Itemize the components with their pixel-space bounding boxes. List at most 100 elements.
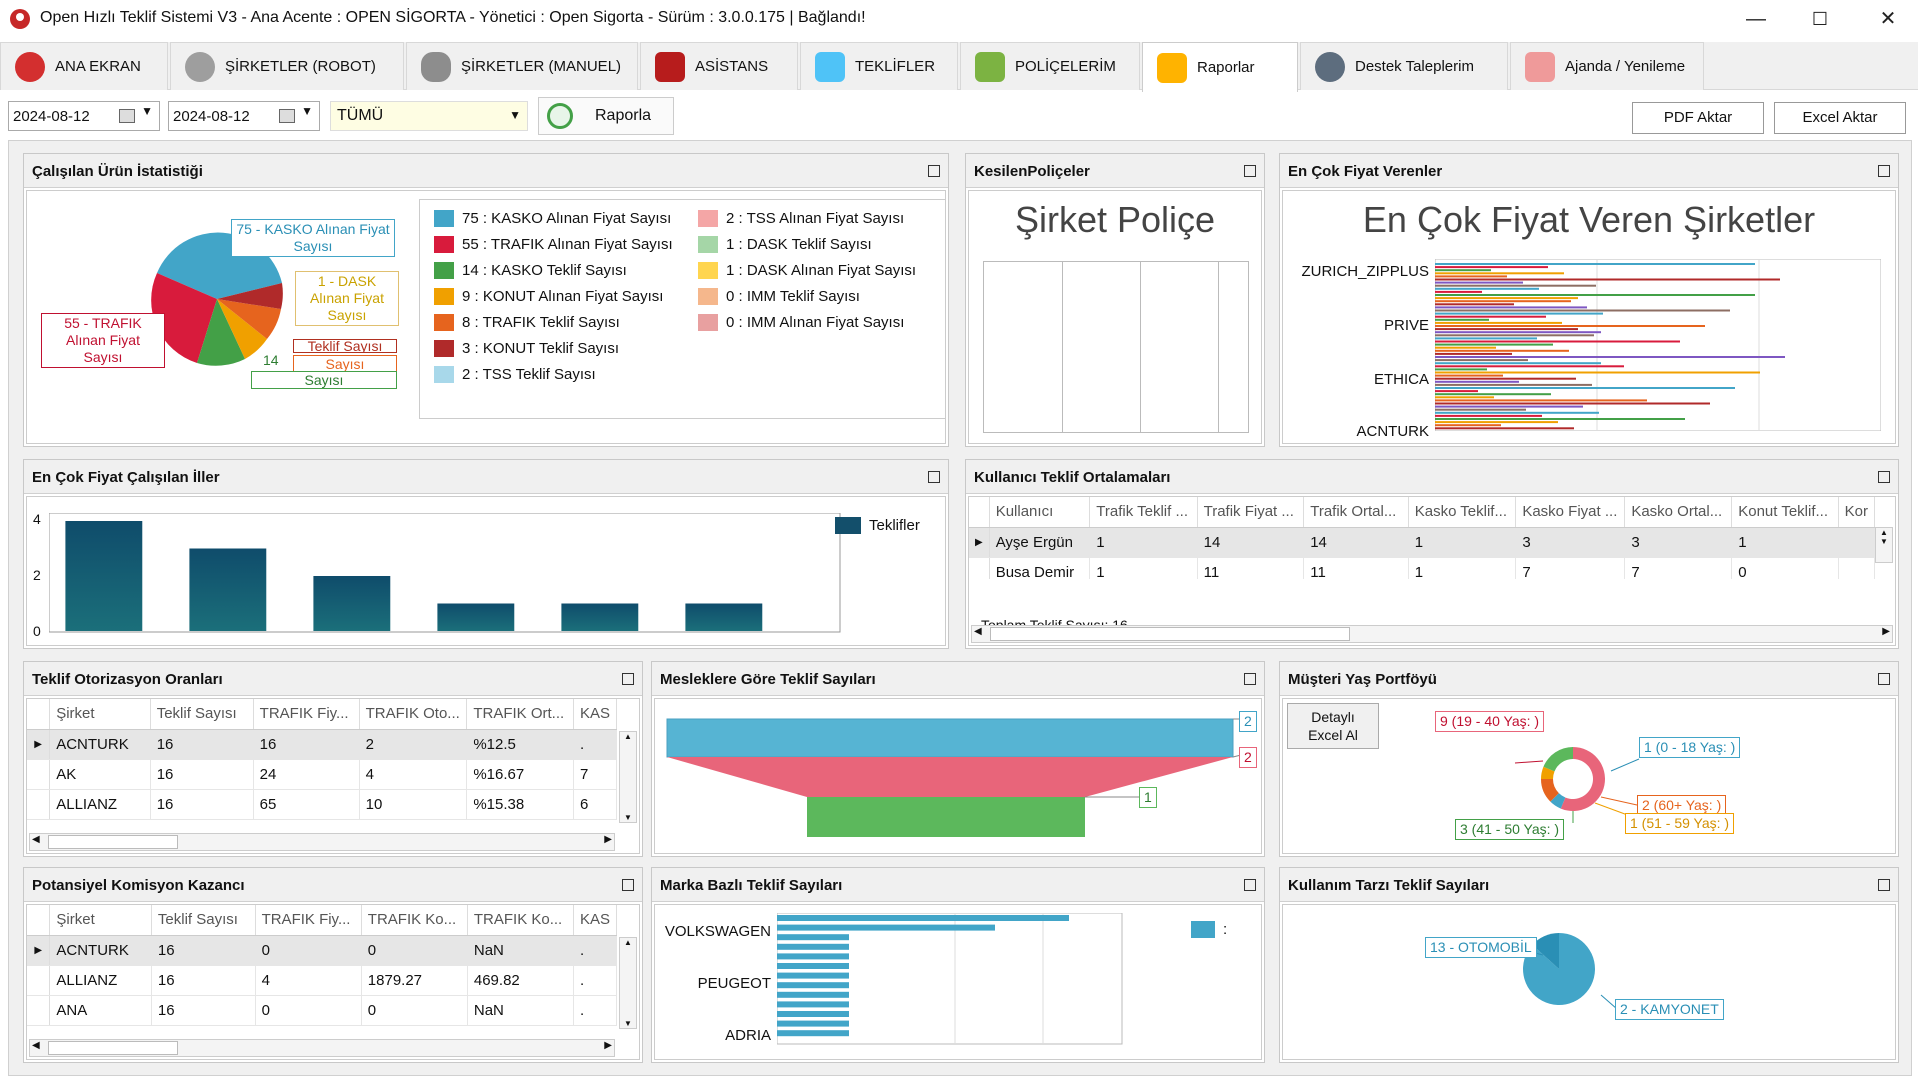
chevron-down-icon[interactable]: ▼ xyxy=(509,108,521,122)
column-header[interactable]: Şirket xyxy=(49,699,151,730)
scroll-right-icon[interactable]: ▶ xyxy=(604,1040,612,1051)
cell[interactable]: 3 xyxy=(1624,527,1733,558)
cell[interactable]: Busa Demir xyxy=(989,557,1091,579)
table-row[interactable]: ANA 16 0 0 NaN . xyxy=(27,995,617,1026)
scroll-thumb[interactable] xyxy=(48,835,178,849)
column-header[interactable]: Trafik Teklif ... xyxy=(1089,497,1198,528)
vertical-scrollbar[interactable]: ▲ ▼ xyxy=(619,937,637,1029)
cell[interactable]: ALLIANZ xyxy=(49,965,152,996)
maximize-icon[interactable] xyxy=(1878,673,1890,685)
chevron-down-icon[interactable]: ▼ xyxy=(301,104,313,118)
scroll-left-icon[interactable]: ◀ xyxy=(974,626,982,637)
maximize-button[interactable]: ☐ xyxy=(1811,9,1829,29)
tab-sirketler-manuel[interactable]: ŞİRKETLER (MANUEL) xyxy=(406,42,638,90)
cell[interactable]: 11 xyxy=(1197,557,1305,579)
column-header[interactable]: Teklif Sayısı xyxy=(151,905,256,936)
vertical-scrollbar[interactable]: ▲ ▼ xyxy=(619,731,637,823)
horizontal-scrollbar[interactable]: ◀ ▶ xyxy=(29,1039,615,1057)
maximize-icon[interactable] xyxy=(928,471,940,483)
cell[interactable]: 1 xyxy=(1408,557,1517,579)
report-button[interactable]: Raporla xyxy=(538,97,674,135)
column-header[interactable]: Konut Teklif... xyxy=(1731,497,1839,528)
cell[interactable]: 7 xyxy=(1624,557,1733,579)
pdf-export-button[interactable]: PDF Aktar xyxy=(1632,102,1764,134)
cell[interactable]: 0 xyxy=(361,935,468,966)
cell[interactable]: 0 xyxy=(1731,557,1839,579)
cell[interactable]: 2 xyxy=(359,729,468,760)
tab-raporlar[interactable]: Raporlar xyxy=(1142,42,1298,92)
cell[interactable]: 1 xyxy=(1731,527,1839,558)
column-header[interactable]: Şirket xyxy=(49,905,152,936)
calendar-icon[interactable] xyxy=(119,109,135,123)
cell[interactable]: 1 xyxy=(1089,557,1198,579)
column-header[interactable]: Kor xyxy=(1838,497,1875,528)
cell[interactable]: 0 xyxy=(255,935,362,966)
cell[interactable]: 16 xyxy=(150,729,254,760)
excel-export-button[interactable]: Excel Aktar xyxy=(1774,102,1906,134)
cell[interactable]: 16 xyxy=(151,935,256,966)
maximize-icon[interactable] xyxy=(622,673,634,685)
tab-ana-ekran[interactable]: ANA EKRAN xyxy=(0,42,168,90)
cell[interactable]: NaN xyxy=(467,995,574,1026)
column-header[interactable]: TRAFIK Fiy... xyxy=(253,699,360,730)
scroll-left-icon[interactable]: ◀ xyxy=(32,834,40,845)
cell[interactable]: . xyxy=(573,729,617,760)
maximize-icon[interactable] xyxy=(1244,879,1256,891)
column-header[interactable]: KAS xyxy=(573,905,617,936)
cell[interactable]: 16 xyxy=(150,759,254,790)
column-header[interactable]: TRAFIK Fiy... xyxy=(255,905,362,936)
column-header[interactable]: Kasko Ortal... xyxy=(1624,497,1733,528)
cell[interactable]: 6 xyxy=(573,789,617,820)
cell[interactable]: ANA xyxy=(49,995,152,1026)
calendar-icon[interactable] xyxy=(279,109,295,123)
column-header[interactable]: Trafik Fiyat ... xyxy=(1197,497,1305,528)
column-header[interactable]: TRAFIK Ko... xyxy=(467,905,574,936)
table-row[interactable]: Busa Demir 1 11 11 1 7 7 0 xyxy=(969,557,1875,579)
cell[interactable]: %12.5 xyxy=(466,729,574,760)
scroll-left-icon[interactable]: ◀ xyxy=(32,1040,40,1051)
cell[interactable]: 14 xyxy=(1303,527,1409,558)
column-header[interactable]: TRAFIK Oto... xyxy=(359,699,468,730)
maximize-icon[interactable] xyxy=(1878,471,1890,483)
tab-asistans[interactable]: ASİSTANS xyxy=(640,42,798,90)
cell[interactable]: NaN xyxy=(467,935,574,966)
tab-teklifler[interactable]: TEKLİFLER xyxy=(800,42,958,90)
cell[interactable]: ALLIANZ xyxy=(49,789,151,820)
chevron-down-icon[interactable]: ▼ xyxy=(141,104,153,118)
column-header[interactable]: TRAFIK Ko... xyxy=(361,905,468,936)
cell[interactable]: 1879.27 xyxy=(361,965,468,996)
close-button[interactable]: ✕ xyxy=(1879,8,1897,30)
cell[interactable]: 0 xyxy=(361,995,468,1026)
cell[interactable]: ACNTURK xyxy=(49,935,152,966)
tab-ajanda-yenileme[interactable]: Ajanda / Yenileme xyxy=(1510,42,1704,90)
cell[interactable]: 14 xyxy=(1197,527,1305,558)
cell[interactable]: AK xyxy=(49,759,151,790)
maximize-icon[interactable] xyxy=(1244,165,1256,177)
maximize-icon[interactable] xyxy=(928,165,940,177)
cell[interactable]: 10 xyxy=(359,789,468,820)
scroll-thumb[interactable] xyxy=(48,1041,178,1055)
table-row[interactable]: ALLIANZ 16 4 1879.27 469.82 . xyxy=(27,965,617,996)
column-header[interactable]: Kullanıcı xyxy=(989,497,1091,528)
cell[interactable]: 3 xyxy=(1515,527,1626,558)
cell[interactable]: %16.67 xyxy=(466,759,574,790)
tab-sirketler-robot[interactable]: ŞİRKETLER (ROBOT) xyxy=(170,42,404,90)
cell[interactable]: 1 xyxy=(1089,527,1198,558)
cell[interactable]: 7 xyxy=(1515,557,1626,579)
date-from-picker[interactable]: 2024-08-12 ▼ xyxy=(8,101,160,131)
table-row[interactable]: ▶ ACNTURK 16 16 2 %12.5 . xyxy=(27,729,617,760)
cell[interactable]: 4 xyxy=(359,759,468,790)
cell[interactable]: 16 xyxy=(151,995,256,1026)
table-row[interactable]: ▶ ACNTURK 16 0 0 NaN . xyxy=(27,935,617,966)
cell[interactable]: 11 xyxy=(1303,557,1409,579)
cell[interactable]: 16 xyxy=(253,729,360,760)
tab-policelerim[interactable]: POLİÇELERİM xyxy=(960,42,1140,90)
cell[interactable] xyxy=(1838,527,1875,558)
date-to-picker[interactable]: 2024-08-12 ▼ xyxy=(168,101,320,131)
cell[interactable] xyxy=(1838,557,1875,579)
maximize-icon[interactable] xyxy=(1878,165,1890,177)
maximize-icon[interactable] xyxy=(1878,879,1890,891)
column-header[interactable]: Trafik Ortal... xyxy=(1303,497,1409,528)
excel-export-button[interactable]: Detaylı Excel Al xyxy=(1287,703,1379,749)
scroll-right-icon[interactable]: ▶ xyxy=(604,834,612,845)
